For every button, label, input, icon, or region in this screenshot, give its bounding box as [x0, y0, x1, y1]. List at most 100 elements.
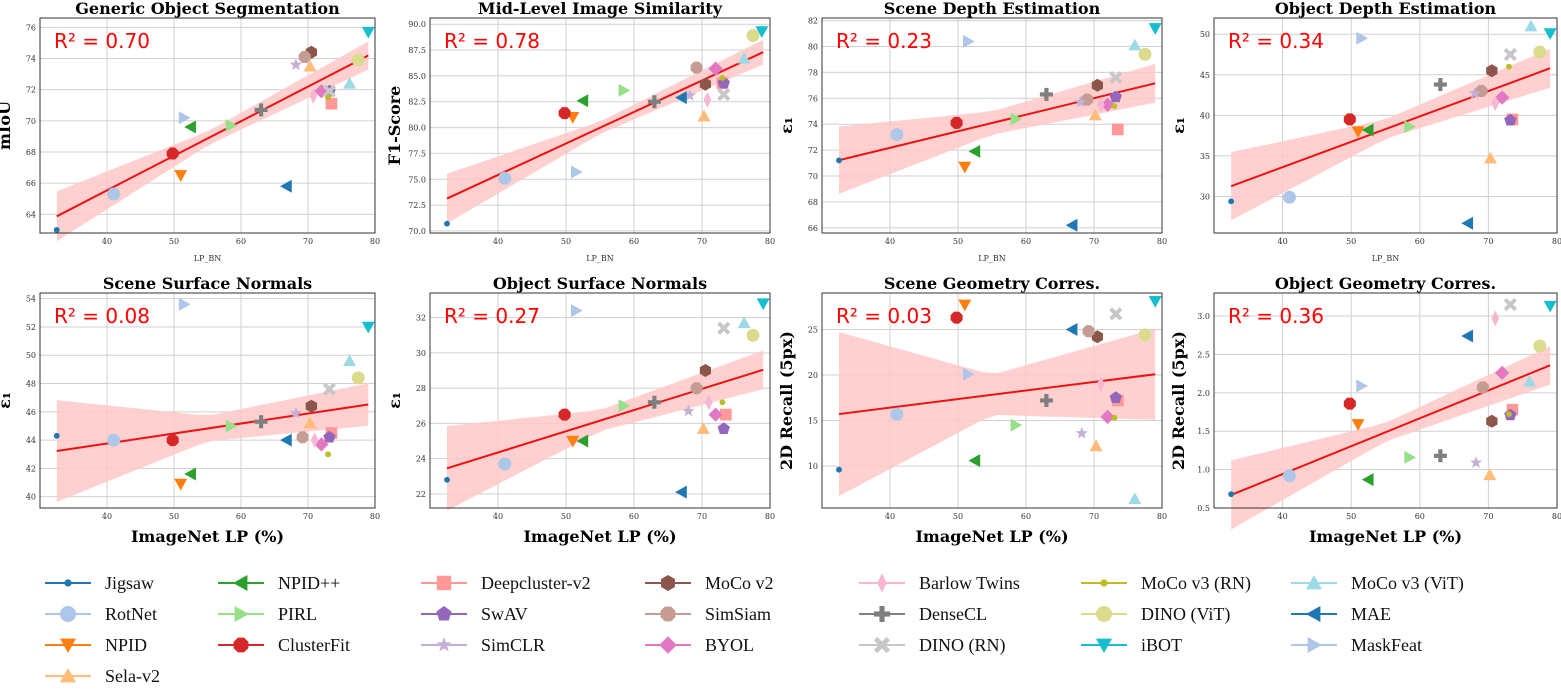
- data-point: [1138, 47, 1152, 61]
- data-point: [107, 433, 121, 447]
- data-point: [968, 144, 981, 158]
- legend-label: MAE: [1351, 604, 1391, 624]
- data-point: [576, 434, 589, 448]
- legend-label: iBOT: [1141, 635, 1182, 655]
- data-point: [717, 422, 730, 434]
- y-tick-label: 75.0: [408, 175, 426, 184]
- y-tick-label: 20: [808, 371, 818, 380]
- data-point: [1543, 28, 1557, 40]
- y-tick-label: 42: [26, 464, 36, 473]
- data-point: [1343, 113, 1356, 126]
- data-point: [174, 170, 188, 182]
- data-point: [343, 354, 357, 367]
- legend-marker: [873, 636, 891, 654]
- data-point: [166, 147, 179, 160]
- data-point: [1343, 397, 1356, 410]
- data-point: [1089, 439, 1103, 452]
- x-tick-label: 80: [370, 512, 380, 521]
- y-tick-label: 35: [1200, 152, 1210, 161]
- data-point: [289, 406, 303, 419]
- data-point: [566, 435, 580, 448]
- data-point: [351, 371, 365, 385]
- legend-label: DenseCL: [919, 604, 987, 624]
- y-tick-label: 30: [1200, 192, 1210, 201]
- data-point: [178, 297, 191, 311]
- x-tick-label: 40: [885, 512, 895, 521]
- legend-marker: [1096, 638, 1112, 653]
- y-tick-label: 78: [808, 68, 818, 77]
- legend-item: NPID: [45, 635, 147, 655]
- data-point: [1361, 473, 1374, 487]
- data-point: [309, 88, 318, 104]
- data-point: [647, 95, 661, 109]
- data-point: [1282, 469, 1296, 483]
- r-squared-label: R² = 0.78: [444, 29, 540, 53]
- data-point: [1138, 328, 1152, 342]
- legend-item: NPID++: [218, 573, 340, 593]
- data-point: [1148, 295, 1162, 308]
- legend-marker: [1096, 606, 1112, 622]
- chart-panel-1: 40 50 60 70 80 64 66 68 70 72 74 76 Generic Object S…: [0, 0, 380, 263]
- y-tick-label: 80: [808, 42, 818, 51]
- legend-label: ClusterFit: [278, 635, 350, 655]
- legend-label: NPID++: [278, 573, 340, 593]
- data-point: [1228, 491, 1235, 498]
- y-tick-label: 70.0: [408, 227, 426, 236]
- x-tick-label: 50: [561, 512, 571, 521]
- legend-marker: [874, 606, 890, 622]
- y-axis-label: 2D Recall (5px): [1169, 331, 1188, 470]
- data-point: [746, 29, 760, 43]
- data-point: [1100, 97, 1115, 112]
- data-point: [1091, 330, 1103, 344]
- x-tick-label: 60: [629, 237, 639, 246]
- data-point: [1074, 95, 1087, 108]
- y-tick-label: 50: [26, 351, 36, 360]
- legend-label: Barlow Twins: [919, 573, 1020, 593]
- chart-panel-5: 40 50 60 70 80 40 42 44 46 48 50 52 54 Scene Surface …: [0, 274, 380, 546]
- chart-panel-6: 40 50 60 70 80 22 24 26 28 30 32 Object Surface Nor…: [385, 274, 775, 546]
- r-squared-label: R² = 0.36: [1228, 304, 1324, 328]
- y-tick-label: 77.5: [408, 149, 426, 158]
- y-tick-label: 64: [26, 210, 36, 219]
- data-point: [968, 454, 981, 468]
- chart-panel-2: 40 50 60 70 80 70.0 72.5 75.0 77.5 80.0 82.5 85.0 87…: [385, 0, 775, 263]
- data-point: [1503, 47, 1517, 62]
- legend-marker: [1100, 579, 1108, 587]
- data-point: [576, 94, 589, 108]
- legend-item: DenseCL: [859, 604, 987, 624]
- r-squared-label: R² = 0.70: [54, 29, 150, 53]
- legend-item: MAE: [1291, 604, 1391, 624]
- y-tick-label: 15: [808, 417, 818, 426]
- x-tick-label: 50: [169, 512, 179, 521]
- data-point: [498, 171, 512, 185]
- r-squared-label: R² = 0.03: [836, 304, 932, 328]
- data-point: [1039, 394, 1053, 407]
- data-point: [675, 485, 687, 499]
- data-point: [690, 382, 703, 395]
- legend-item: MoCo v3 (RN): [1081, 573, 1251, 594]
- data-point: [1433, 449, 1447, 463]
- x-axis-label: LP_BN: [194, 254, 222, 263]
- data-point: [1356, 31, 1368, 45]
- y-tick-label: 30: [416, 349, 426, 358]
- data-point: [558, 107, 571, 120]
- data-point: [343, 76, 357, 89]
- legend-item: RotNet: [45, 604, 157, 624]
- y-tick-label: 40: [26, 493, 36, 502]
- data-point: [303, 416, 317, 429]
- legend-item: SimCLR: [421, 635, 545, 655]
- data-point: [1282, 190, 1296, 204]
- data-point: [1491, 310, 1500, 327]
- data-point: [1065, 322, 1078, 336]
- y-tick-label: 72: [26, 86, 36, 95]
- data-point: [737, 51, 751, 64]
- data-point: [178, 111, 191, 125]
- legend-marker: [436, 575, 452, 591]
- legend-label: MoCo v3 (RN): [1141, 573, 1251, 594]
- legend-item: SwAV: [421, 604, 528, 624]
- data-point: [1475, 85, 1488, 97]
- legend-label: MoCo v2: [705, 573, 774, 593]
- data-point: [1524, 19, 1538, 32]
- data-point: [254, 103, 268, 117]
